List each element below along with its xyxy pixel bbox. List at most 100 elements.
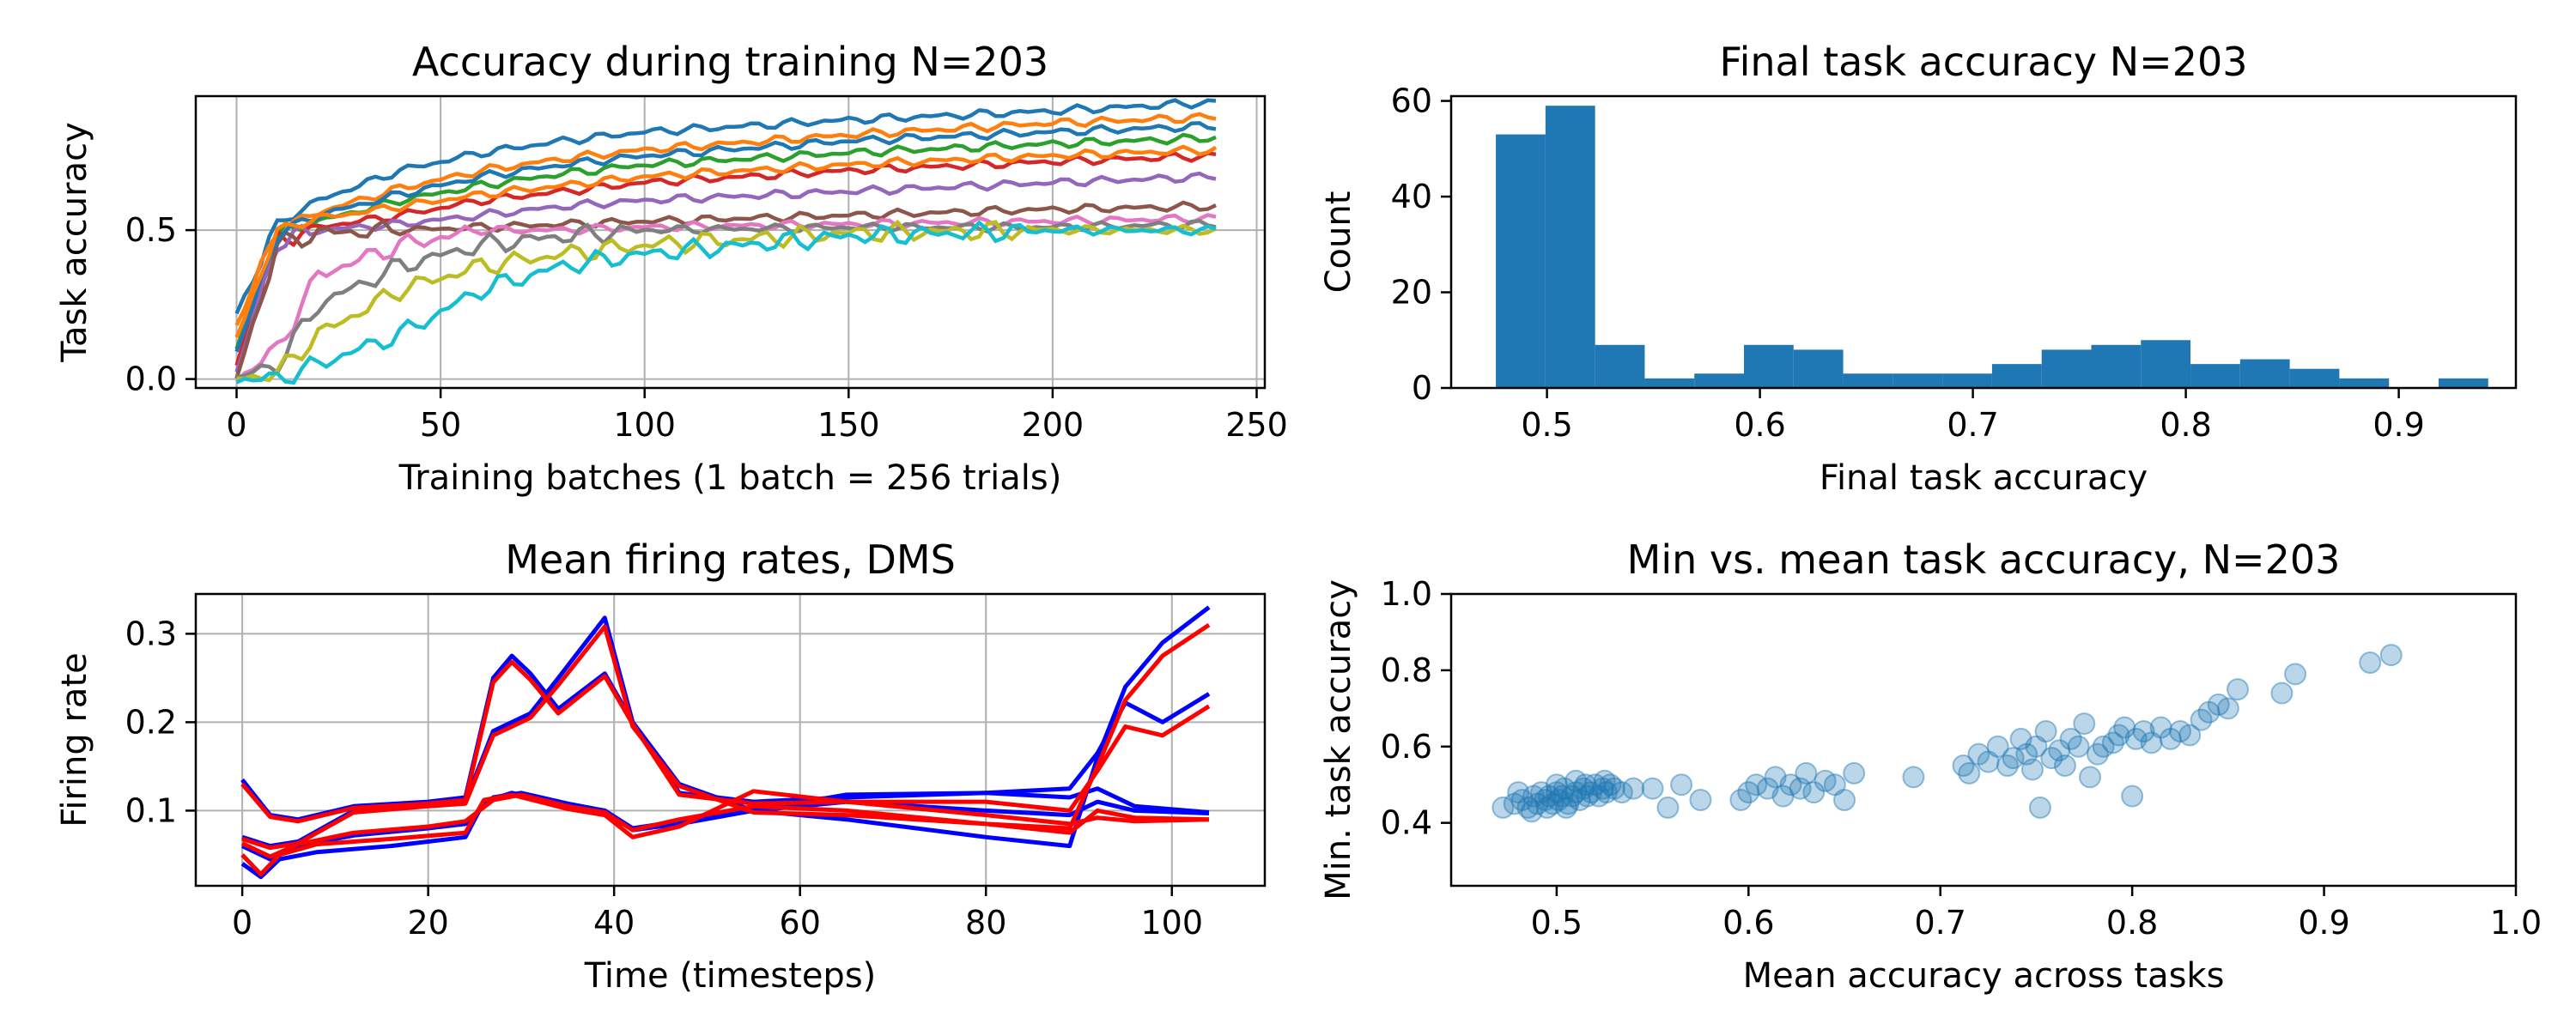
scatter-point [1552, 777, 1576, 800]
plot-area [1496, 106, 2488, 388]
histogram-bar [1793, 349, 1844, 388]
x-axis-label: Mean accuracy across tasks [1743, 956, 2225, 996]
histogram-bar [2438, 378, 2488, 388]
scatter-point [2053, 754, 2076, 777]
scatter-point [1689, 789, 1712, 811]
x-axis-label: Final task accuracy [1820, 458, 2148, 498]
scatter-point [1745, 773, 1768, 797]
scatter-point [1516, 796, 1540, 819]
chart-title: Min vs. mean task accuracy, N=203 [1627, 536, 2341, 583]
scatter-point [2020, 758, 2044, 781]
scatter-point [1593, 769, 1616, 792]
scatter-point [2197, 700, 2221, 724]
scatter-point [2149, 716, 2172, 739]
scatter-point [1599, 773, 1622, 797]
scatter-point [1574, 773, 1597, 797]
scatter-point [1591, 777, 1614, 800]
x-tick-label: 60 [780, 904, 821, 942]
firing-rate-red-line [240, 789, 1210, 877]
x-tick-label: 0.7 [1947, 406, 1998, 444]
histogram-bar [1694, 373, 1744, 388]
scatter-point [2284, 663, 2307, 686]
x-tick-label: 150 [817, 406, 880, 444]
training-curve-line [234, 121, 1217, 353]
x-tick-label: 250 [1225, 406, 1288, 444]
histogram-bar [1496, 134, 1546, 388]
histogram-bar [2041, 349, 2092, 388]
scatter-point [2107, 724, 2130, 747]
scatter-point [1833, 789, 1856, 811]
training-curve-line [234, 98, 1217, 315]
y-tick-label: 0 [1412, 369, 1432, 407]
scatter-point [1545, 781, 1568, 804]
scatter-point [2009, 727, 2032, 750]
scatter-point [1534, 789, 1557, 811]
x-tick-label: 20 [407, 904, 448, 942]
scatter-point [1641, 777, 1664, 800]
histogram-bar [1595, 344, 1645, 388]
histogram-bar [2289, 368, 2340, 388]
scatter-point [1843, 761, 1866, 785]
x-tick-label: 100 [1140, 904, 1203, 942]
scatter-point [1576, 785, 1599, 808]
axes-frame [194, 592, 1267, 888]
scatter-point [1602, 777, 1625, 800]
scatter-point [1535, 796, 1558, 819]
chart-title: Mean firing rates, DMS [505, 536, 956, 583]
scatter-point [1572, 777, 1595, 800]
training-curve-line [234, 144, 1218, 338]
histogram-bar [1893, 373, 1943, 388]
scatter-point [1564, 769, 1588, 792]
y-axis-label: Count [1319, 191, 1358, 294]
scatter-point [1530, 781, 1553, 804]
x-tick-label: 0.8 [2106, 904, 2158, 942]
axes-frame [1449, 592, 2518, 888]
scatter-point [1977, 750, 2000, 773]
firing-rate-red-line [241, 623, 1211, 851]
scatter-point [1507, 781, 1530, 804]
scatter-point [1996, 754, 2019, 777]
scatter-point [2067, 735, 2090, 758]
x-tick-label: 80 [965, 904, 1006, 942]
x-tick-label: 40 [593, 904, 635, 942]
scatter-point [2359, 651, 2382, 674]
final-accuracy-histogram-panel: 0.5 0.6 0.7 0.8 0.9 0 20 40 60 Final task accurac… [1319, 39, 2518, 498]
scatter-point [2048, 739, 2071, 762]
x-axis-label: Training batches (1 batch = 256 trials) [398, 458, 1062, 498]
y-axis-label: Task accuracy [55, 122, 94, 363]
scatter-point [1656, 796, 1680, 819]
scatter-point [1583, 773, 1607, 797]
scatter-point [1580, 781, 1603, 804]
y-tick-label: 20 [1391, 274, 1432, 312]
scatter-point [1737, 781, 1760, 804]
scatter-point [2034, 720, 2057, 742]
histogram-bar [2339, 378, 2390, 388]
y-tick-label: 0.1 [125, 791, 177, 829]
training-curve-line [234, 171, 1217, 373]
scatter-point [1492, 796, 1515, 819]
scatter-point [1541, 792, 1564, 815]
scatter-point [2132, 720, 2155, 742]
scatter-point [1902, 766, 1925, 789]
plot-area [240, 605, 1211, 880]
x-tick-label: 0.6 [1722, 904, 1774, 942]
x-tick-label: 200 [1022, 406, 1084, 444]
scatter-point [1771, 785, 1795, 808]
scatter-point [2379, 644, 2403, 667]
x-tick-label: 100 [613, 406, 676, 444]
scatter-point [1610, 781, 1633, 804]
scatter-point [1526, 792, 1549, 815]
scatter-point [2028, 796, 2051, 819]
chart-title: Accuracy during training N=203 [412, 39, 1048, 85]
scatter-point [2092, 735, 2115, 758]
scatter-point [2216, 697, 2239, 720]
scatter-point [2025, 735, 2048, 758]
training-curve-line [234, 213, 1217, 384]
x-axis-label: Time (timesteps) [584, 956, 877, 996]
scatter-point [2113, 716, 2136, 739]
histogram-bar [1644, 378, 1695, 388]
scatter-point [1802, 781, 1826, 804]
scatter-point [2073, 712, 2096, 736]
